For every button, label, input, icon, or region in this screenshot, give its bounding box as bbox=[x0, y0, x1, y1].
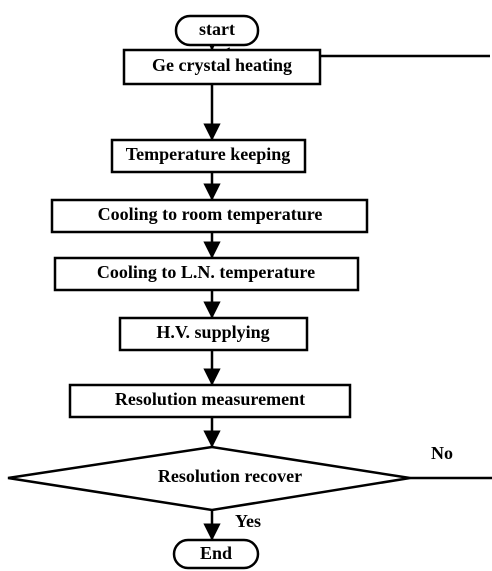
process-node: Temperature keeping bbox=[110, 138, 307, 174]
node-label: Resolution recover bbox=[158, 466, 302, 486]
node-label: Ge crystal heating bbox=[152, 55, 292, 75]
node-label: End bbox=[200, 543, 232, 563]
node-label: Cooling to room temperature bbox=[98, 204, 323, 224]
end-node: End bbox=[172, 538, 260, 570]
node-label: Temperature keeping bbox=[126, 144, 291, 164]
process-node: Resolution measurement bbox=[68, 383, 352, 419]
node-label: Resolution measurement bbox=[115, 389, 305, 409]
process-node: H.V. supplying bbox=[118, 316, 309, 352]
process-node: Ge crystal heating bbox=[122, 48, 322, 86]
node-label: Cooling to L.N. temperature bbox=[97, 262, 315, 282]
process-node: Cooling to room temperature bbox=[50, 198, 369, 234]
node-label: start bbox=[199, 19, 235, 39]
edge-label: Yes bbox=[235, 511, 261, 531]
decision-node: Resolution recover bbox=[7, 445, 411, 512]
start-node: start bbox=[174, 14, 260, 47]
node-label: H.V. supplying bbox=[156, 322, 269, 342]
process-node: Cooling to L.N. temperature bbox=[53, 256, 360, 292]
edge-label: No bbox=[431, 443, 453, 463]
